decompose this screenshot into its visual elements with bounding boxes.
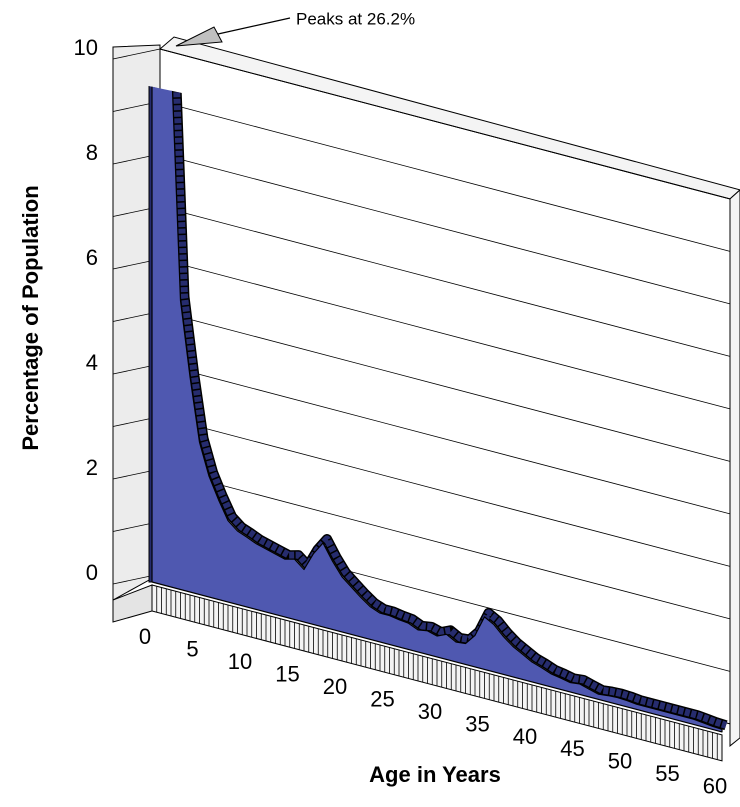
y-tick-label: 0 — [86, 560, 98, 585]
x-tick-label: 55 — [655, 761, 679, 786]
wall-edge — [729, 189, 740, 747]
x-tick-label: 40 — [513, 724, 537, 749]
grid-line — [159, 48, 731, 200]
x-tick-label: 60 — [703, 774, 727, 799]
y-axis-title: Percentage of Population — [18, 185, 43, 450]
annotation-arrow — [175, 26, 223, 47]
x-tick-label: 15 — [275, 661, 299, 686]
area — [151, 55, 723, 733]
grid-line — [159, 468, 731, 620]
y-tick-label: 8 — [86, 140, 98, 165]
x-tick-label: 50 — [608, 749, 632, 774]
annotation: Peaks at 26.2% — [175, 9, 415, 47]
y-tick-label: 2 — [86, 455, 98, 480]
x-tick-label: 0 — [139, 624, 151, 649]
annotation-text: Peaks at 26.2% — [296, 9, 415, 28]
x-axis-title: Age in Years — [369, 762, 501, 787]
side-grid-line — [112, 48, 161, 60]
y-tick-label: 10 — [74, 35, 98, 60]
x-tick-label: 20 — [323, 674, 347, 699]
grid-line — [159, 206, 731, 357]
x-tick-label: 25 — [370, 686, 394, 711]
y-tick-label: 6 — [86, 245, 98, 270]
x-tick-label: 45 — [560, 736, 584, 761]
labels: 0 2 4 6 8 10 0 5 10 15 20 25 30 35 40 45 50 55 60 — [74, 35, 728, 799]
series — [148, 55, 728, 733]
x-tick-label: 30 — [418, 699, 442, 724]
x-tick-label: 35 — [465, 711, 489, 736]
area-edge — [152, 55, 728, 729]
grid-line — [159, 153, 731, 305]
grid-line — [159, 416, 731, 567]
grid-line — [159, 363, 731, 515]
grid-line — [159, 258, 731, 410]
x-tick-label: 10 — [228, 649, 252, 674]
grid-line — [159, 311, 731, 462]
x-tick-label: 5 — [186, 636, 198, 661]
y-tick-label: 4 — [86, 350, 98, 375]
grid-line — [159, 101, 731, 252]
annotation-line — [217, 17, 291, 35]
